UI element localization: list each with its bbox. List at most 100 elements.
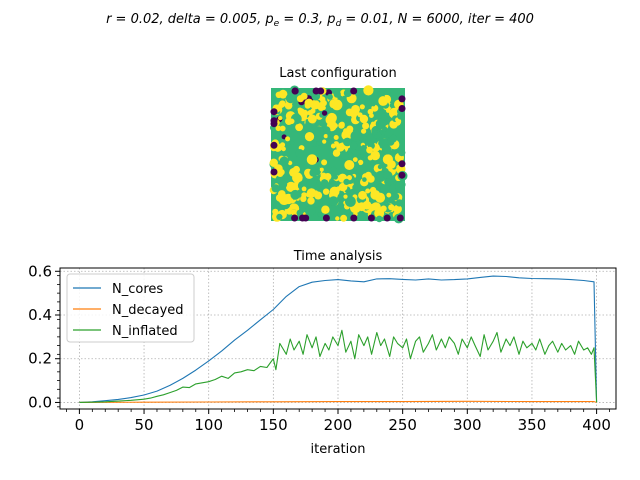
particle <box>376 215 383 223</box>
series-line-n-inflated <box>79 329 598 403</box>
particle <box>295 149 305 158</box>
particle <box>384 178 392 186</box>
particle-empty <box>270 168 278 176</box>
particle <box>292 172 303 183</box>
particle-empty <box>299 214 306 222</box>
particle <box>372 129 378 136</box>
particle <box>317 212 323 218</box>
series-layer <box>79 275 598 403</box>
particle <box>338 182 348 192</box>
particle <box>329 186 340 197</box>
particle <box>327 133 333 139</box>
particle <box>308 157 315 164</box>
particle <box>285 181 297 192</box>
particle <box>278 180 288 189</box>
particle <box>284 101 293 110</box>
particle <box>341 151 350 160</box>
particle <box>321 179 329 187</box>
particle <box>366 146 373 154</box>
particle <box>381 144 392 155</box>
particle-empty <box>398 105 406 112</box>
particle <box>316 180 322 186</box>
particle <box>378 96 389 106</box>
particle <box>345 196 356 207</box>
particle <box>352 157 358 163</box>
particle <box>295 123 303 132</box>
particle <box>388 204 395 211</box>
particle <box>307 114 317 124</box>
particle <box>335 216 340 221</box>
particle <box>386 192 392 198</box>
x-axis-label: iteration <box>311 442 366 457</box>
x-tick-label: 250 <box>388 416 417 434</box>
x-tick-label: 100 <box>194 416 223 434</box>
particle <box>321 110 328 116</box>
particle <box>384 88 391 96</box>
particle <box>314 191 323 200</box>
particle <box>322 188 330 195</box>
particle <box>350 130 362 142</box>
particle <box>397 112 405 120</box>
particle <box>338 122 345 129</box>
particle <box>275 194 284 202</box>
particle <box>383 170 393 181</box>
particle-empty <box>350 214 358 222</box>
particle <box>278 115 283 121</box>
x-tick-label: 0 <box>75 416 85 434</box>
particle-empty <box>312 87 320 95</box>
particle <box>378 197 383 202</box>
particle <box>336 143 345 152</box>
particle <box>279 156 289 166</box>
particle <box>343 89 352 98</box>
particle <box>340 214 348 222</box>
particle <box>391 192 400 201</box>
series-line-n-decayed <box>79 400 597 403</box>
particle <box>375 118 387 130</box>
particle-empty <box>398 171 406 179</box>
particle <box>362 177 367 182</box>
particle <box>343 194 348 199</box>
particle <box>326 93 333 100</box>
particle <box>304 102 311 109</box>
particle-empty <box>322 214 330 222</box>
particle <box>278 102 285 109</box>
particle <box>332 149 341 157</box>
particle <box>370 190 381 200</box>
legend-label: N_cores <box>112 282 163 297</box>
particle-empty <box>291 214 299 222</box>
particle <box>307 197 315 205</box>
particle <box>329 100 338 109</box>
particle <box>304 205 316 217</box>
y-tick-label: 0.2 <box>28 350 52 368</box>
particle <box>352 184 358 190</box>
particle <box>297 108 305 115</box>
particle <box>333 135 339 140</box>
x-tick-label: 300 <box>453 416 482 434</box>
particle <box>341 95 349 103</box>
particle-empty <box>270 108 278 116</box>
particle <box>290 189 301 200</box>
config-title: Last configuration <box>279 66 396 81</box>
particle <box>377 164 383 170</box>
particle <box>395 199 403 207</box>
particle <box>301 186 307 192</box>
particle <box>369 93 381 104</box>
figure-suptitle: r = 0.02, delta = 0.005, pe = 0.3, pd = … <box>106 12 534 29</box>
x-tick-label: 50 <box>134 416 153 434</box>
particle-empty <box>270 141 278 149</box>
config-panel: Last configuration <box>269 66 408 224</box>
particle <box>278 89 288 99</box>
particle <box>287 160 293 166</box>
particle <box>367 108 374 115</box>
particle <box>359 114 369 124</box>
particle <box>311 91 321 101</box>
particle <box>309 168 318 177</box>
legend-label: N_inflated <box>112 324 178 339</box>
gridlines <box>60 268 616 409</box>
particle <box>400 138 405 144</box>
particle <box>359 104 365 110</box>
particle <box>320 172 327 179</box>
particle <box>275 125 282 132</box>
particle-empty <box>367 214 375 222</box>
